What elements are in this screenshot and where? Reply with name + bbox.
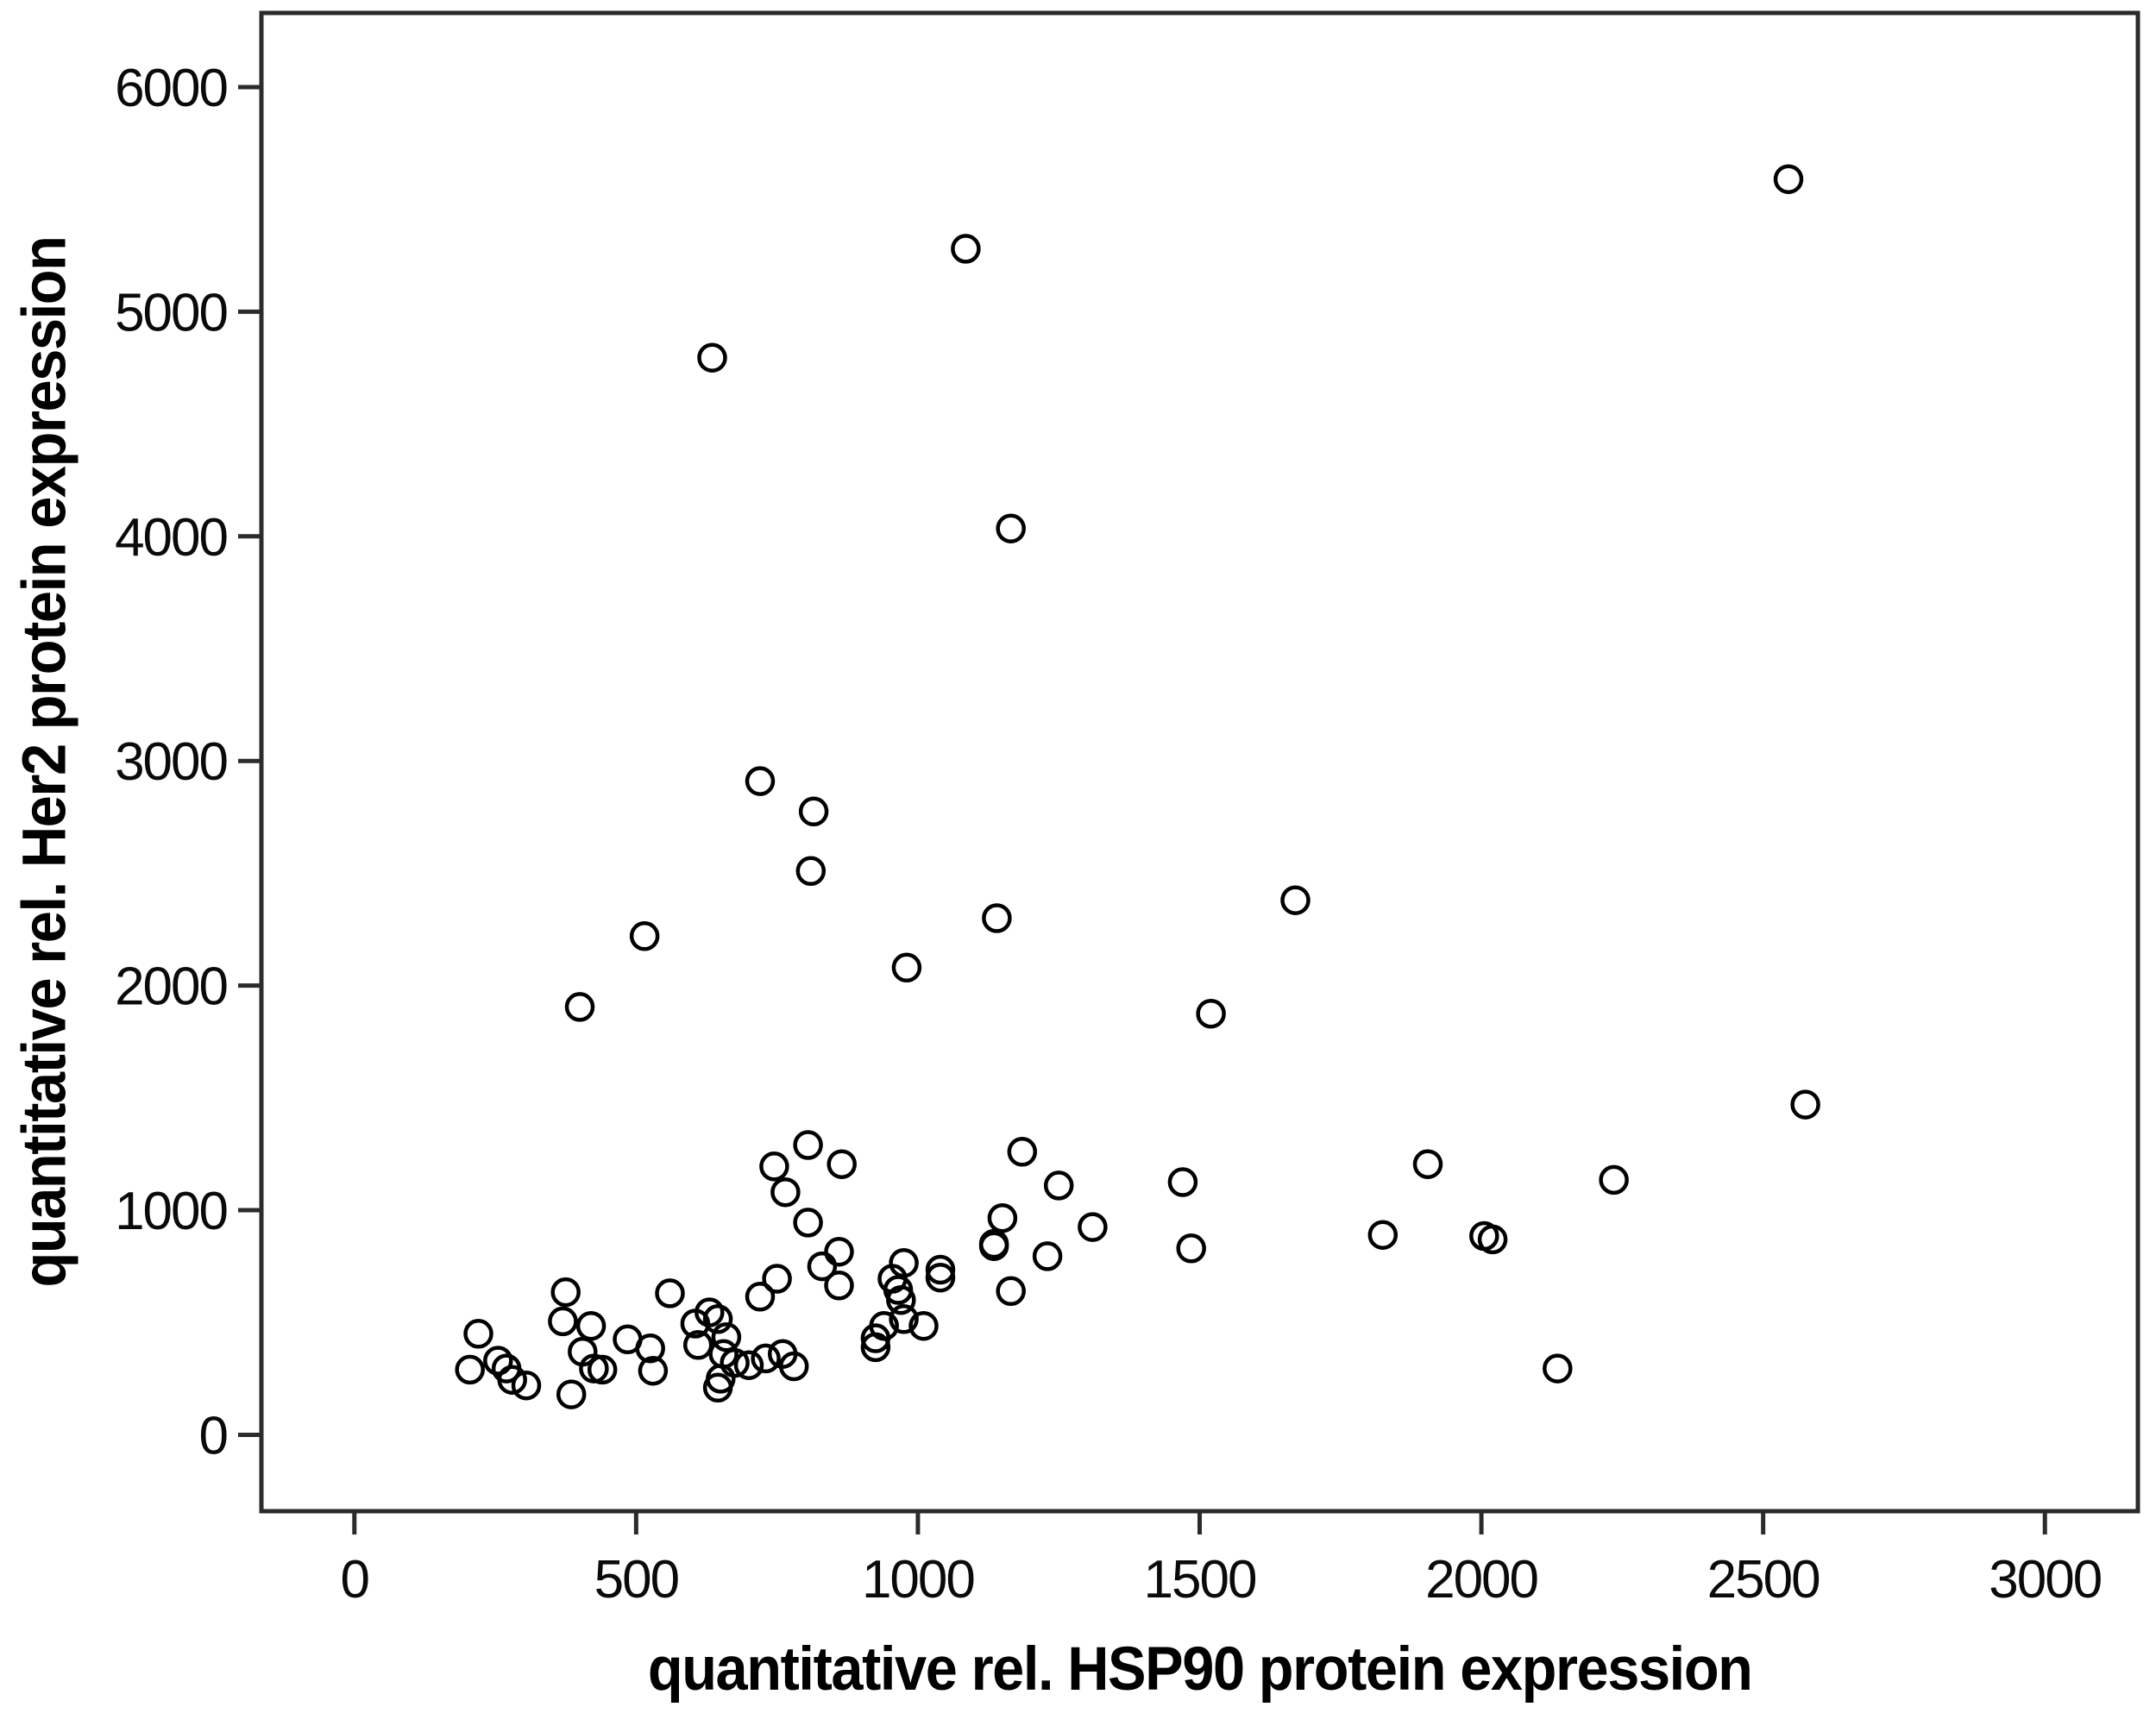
x-axis-title: quantitative rel. HSP90 protein expressi… [647, 1635, 1753, 1704]
data-point [982, 903, 1012, 933]
data-point [1599, 1164, 1629, 1195]
data-point [793, 1130, 823, 1160]
data-point [1176, 1233, 1206, 1264]
data-point [745, 766, 776, 796]
data-point [697, 342, 727, 373]
data-point [889, 1304, 919, 1334]
data-point [655, 1278, 685, 1308]
data-point [759, 1152, 789, 1182]
x-tick-label: 1500 [1144, 1550, 1256, 1610]
data-point [951, 234, 981, 264]
data-point [1280, 885, 1311, 915]
data-point [762, 1264, 792, 1294]
data-point [511, 1370, 542, 1401]
data-point [798, 796, 829, 827]
data-point [1043, 1170, 1074, 1201]
x-tick-label: 2000 [1425, 1550, 1537, 1610]
data-point [463, 1319, 493, 1349]
data-point [455, 1354, 485, 1385]
data-point [682, 1330, 713, 1360]
data-point [483, 1346, 513, 1376]
x-tick-label: 0 [341, 1550, 369, 1610]
data-point [564, 992, 595, 1022]
data-point [1007, 1137, 1038, 1167]
y-axis-title: quantitative rel. Her2 protein expressio… [10, 236, 79, 1288]
data-point [1477, 1224, 1508, 1255]
data-point [1032, 1241, 1063, 1271]
data-point [745, 1282, 776, 1312]
plot-frame [259, 10, 2140, 1514]
data-point [908, 1310, 939, 1341]
data-point [550, 1277, 581, 1308]
data-point [1367, 1220, 1399, 1250]
data-point [587, 1354, 618, 1385]
data-point [827, 1149, 857, 1179]
data-point [629, 921, 660, 951]
data-point [807, 1251, 838, 1282]
data-point [751, 1343, 781, 1374]
data-point [1412, 1149, 1443, 1179]
data-point [556, 1379, 587, 1409]
data-point [575, 1310, 607, 1341]
y-tick-label: 4000 [115, 508, 227, 568]
data-point [1790, 1089, 1820, 1120]
x-axis-title-container: quantitative rel. HSP90 protein expressi… [261, 1635, 2138, 1704]
y-tick-label: 1000 [115, 1182, 227, 1241]
data-point [702, 1304, 733, 1334]
y-tick-label: 5000 [115, 283, 227, 342]
data-point [1078, 1212, 1108, 1242]
x-tick-label: 500 [594, 1550, 679, 1610]
data-point [793, 1208, 823, 1238]
x-tick-label: 3000 [1989, 1550, 2101, 1610]
data-point [733, 1350, 764, 1380]
data-point [925, 1254, 956, 1285]
data-point [635, 1333, 665, 1364]
data-point [824, 1236, 854, 1267]
data-point [860, 1332, 891, 1363]
y-tick-label: 2000 [115, 957, 227, 1017]
data-point [1196, 998, 1226, 1029]
data-point [978, 1231, 1009, 1261]
data-point [702, 1372, 733, 1403]
y-tick-label: 3000 [115, 732, 227, 792]
data-point [1543, 1353, 1573, 1384]
data-point [891, 952, 922, 983]
y-tick-label: 0 [199, 1406, 228, 1465]
data-point [996, 513, 1026, 543]
data-point [767, 1339, 798, 1369]
data-point [497, 1365, 527, 1395]
data-point [886, 1284, 916, 1315]
y-tick-label: 6000 [115, 59, 227, 118]
data-point [548, 1306, 578, 1337]
data-point [695, 1297, 725, 1327]
data-point [770, 1177, 801, 1208]
data-point [1167, 1167, 1198, 1197]
data-point [1773, 164, 1804, 194]
x-tick-label: 1000 [862, 1550, 974, 1610]
data-point [711, 1321, 742, 1352]
data-point [795, 856, 827, 887]
data-point [925, 1262, 956, 1293]
data-point [987, 1202, 1018, 1233]
data-point [996, 1276, 1026, 1307]
data-point [824, 1271, 854, 1301]
y-axis-title-container: quantitative rel. Her2 protein expressio… [2, 13, 88, 1511]
data-point [860, 1323, 891, 1353]
x-tick-label: 2500 [1707, 1550, 1820, 1610]
data-point [638, 1355, 669, 1386]
